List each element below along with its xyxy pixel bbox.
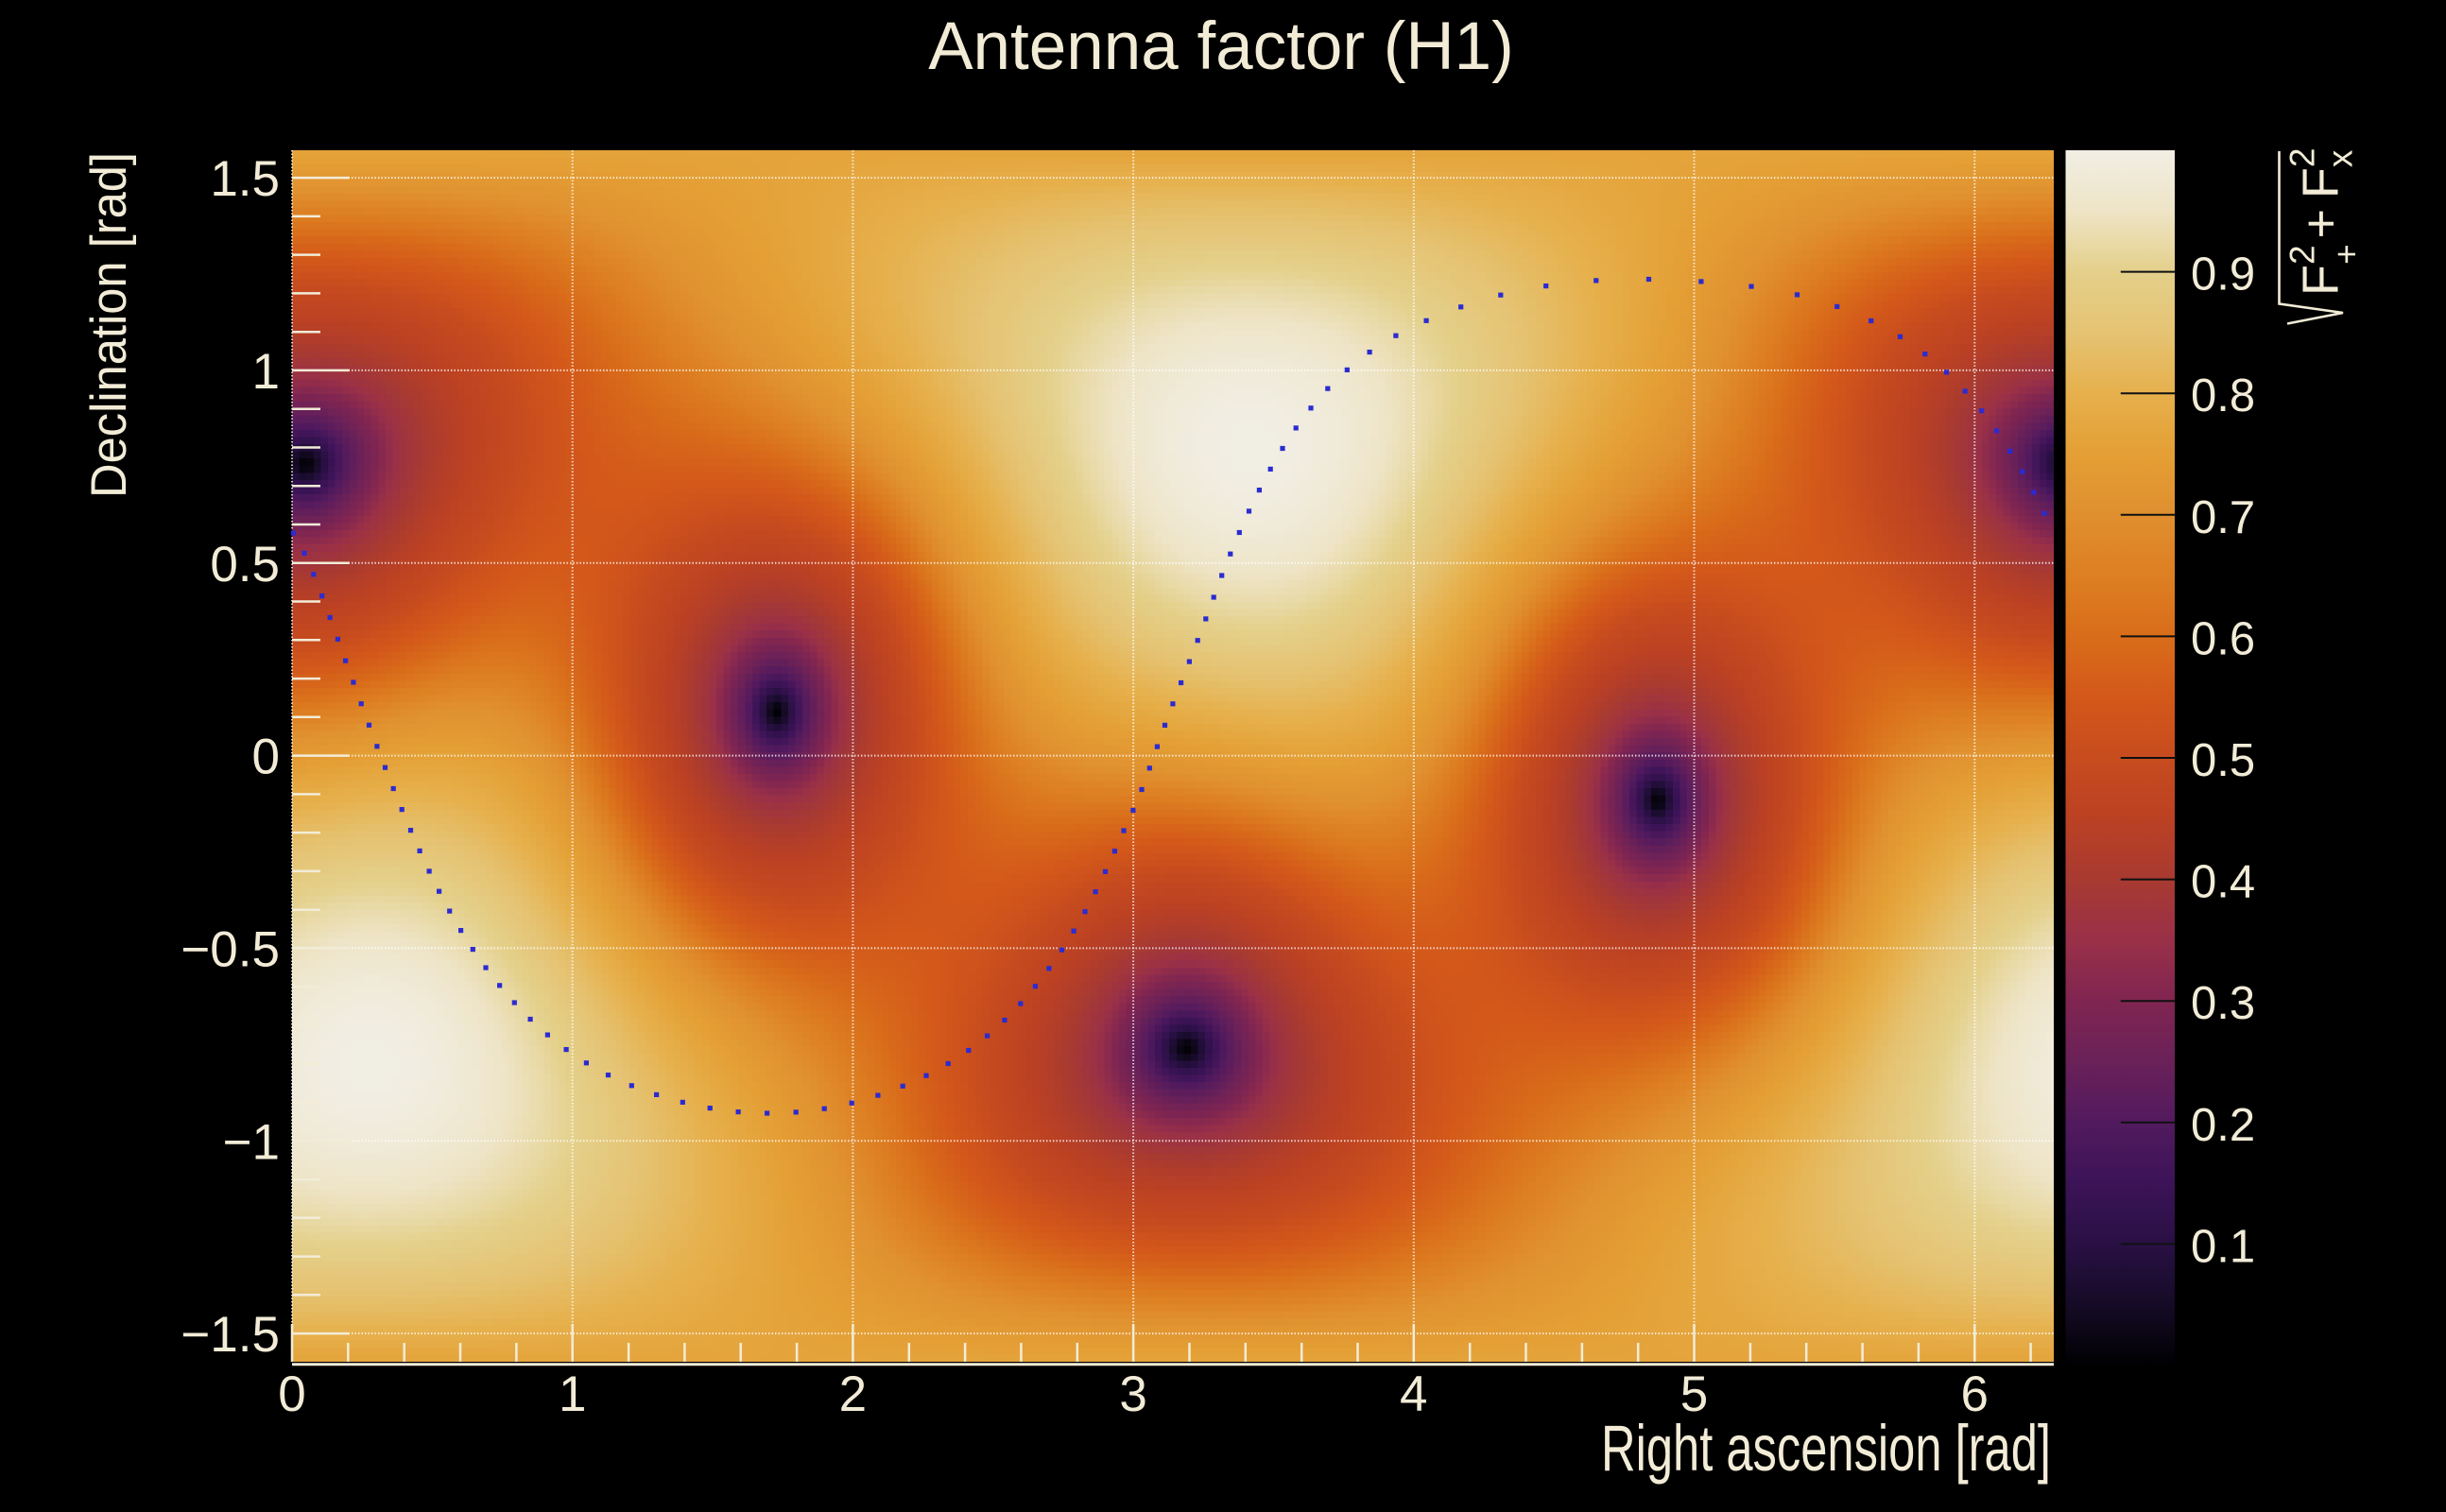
svg-text:0.8: 0.8 [2191, 370, 2255, 421]
svg-text:0.4: 0.4 [2191, 857, 2255, 908]
svg-text:4: 4 [1400, 1366, 1427, 1422]
svg-text:0.1: 0.1 [2191, 1221, 2255, 1272]
svg-text:1: 1 [252, 344, 280, 400]
svg-text:0.5: 0.5 [210, 537, 280, 593]
svg-text:0.9: 0.9 [2191, 249, 2255, 301]
svg-text:Antenna factor (H1): Antenna factor (H1) [928, 9, 1514, 84]
svg-text:0.7: 0.7 [2191, 492, 2255, 543]
svg-text:−1: −1 [223, 1114, 280, 1170]
svg-text:3: 3 [1119, 1366, 1146, 1422]
svg-text:6: 6 [1961, 1366, 1989, 1422]
svg-text:Right ascension [rad]: Right ascension [rad] [1601, 1412, 2051, 1485]
svg-text:1.5: 1.5 [210, 151, 280, 207]
svg-text:0.2: 0.2 [2191, 1100, 2255, 1151]
svg-text:0.6: 0.6 [2191, 613, 2255, 664]
svg-text:1: 1 [559, 1366, 586, 1422]
svg-text:2: 2 [839, 1366, 867, 1422]
svg-text:−1.5: −1.5 [181, 1307, 280, 1363]
svg-text:Declination [rad]: Declination [rad] [81, 152, 137, 498]
svg-text:F2+ + F2x: F2 + + F2x [2283, 148, 2367, 296]
svg-text:5: 5 [1680, 1366, 1708, 1422]
svg-text:0: 0 [278, 1366, 305, 1422]
svg-text:0.5: 0.5 [2191, 735, 2255, 786]
svg-text:0: 0 [252, 730, 280, 785]
svg-text:−0.5: −0.5 [181, 921, 280, 977]
svg-text:0.3: 0.3 [2191, 978, 2255, 1029]
